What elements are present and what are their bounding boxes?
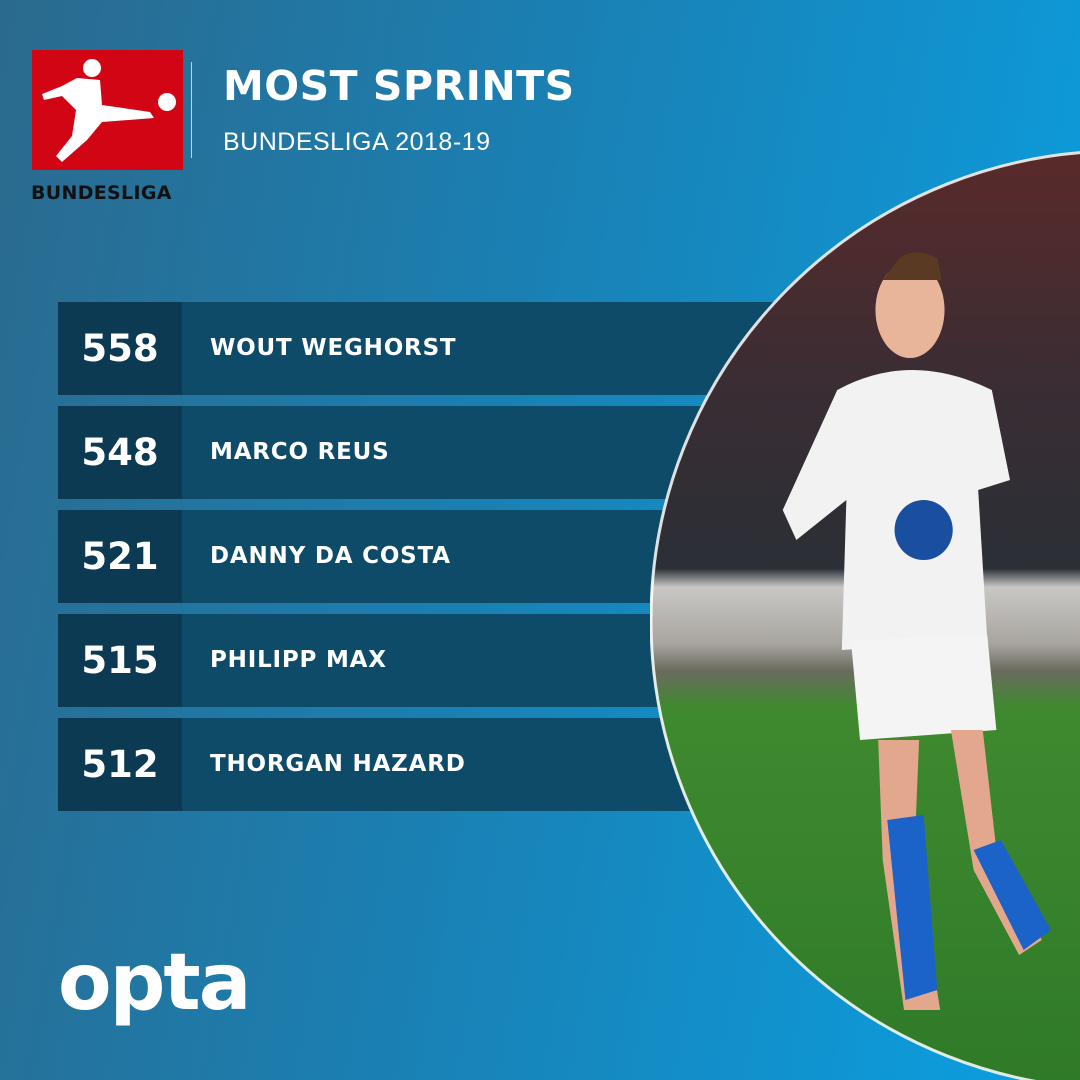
- kicking-player-icon: [42, 59, 176, 162]
- logo-wordmark: BUNDESLIGA: [31, 182, 172, 204]
- player-name: MARCO REUS: [210, 439, 390, 465]
- bundesliga-logo: [32, 50, 183, 170]
- sprint-count: 515: [58, 614, 182, 707]
- ranking-row: 558 WOUT WEGHORST: [58, 302, 858, 395]
- celebrating-player-figure: [782, 252, 1051, 1010]
- sprint-count: 548: [58, 406, 182, 499]
- photo-circle-border: [650, 151, 1080, 1080]
- sprint-count: 521: [58, 510, 182, 603]
- page-subtitle: BUNDESLIGA 2018-19: [223, 128, 491, 156]
- opta-logo: opta: [58, 938, 251, 1028]
- player-name: DANNY DA COSTA: [210, 543, 451, 569]
- sprint-count: 512: [58, 718, 182, 811]
- player-name: THORGAN HAZARD: [210, 751, 466, 777]
- player-name: PHILIPP MAX: [210, 647, 387, 673]
- sprint-count: 558: [58, 302, 182, 395]
- player-name: WOUT WEGHORST: [210, 335, 457, 361]
- page-title: MOST SPRINTS: [223, 62, 575, 110]
- header-divider: [191, 62, 192, 158]
